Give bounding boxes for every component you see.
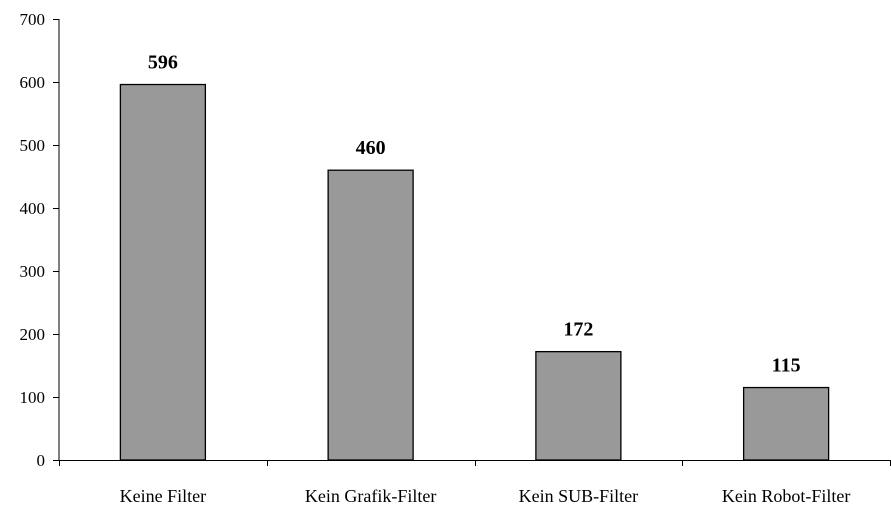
y-axis: 0 100 200 300 400 500 600 700 [20,10,60,470]
x-category-label: Kein Grafik-Filter [305,486,436,506]
y-tick-label: 0 [37,451,46,470]
y-tick-label: 300 [20,262,46,281]
y-tick-label: 200 [20,325,46,344]
y-tick-label: 500 [20,136,46,155]
bar [119,83,207,461]
y-tick-label: 400 [20,199,46,218]
data-labels: 596 460 172 115 [148,52,801,377]
data-label: 172 [563,319,593,341]
category-labels: Keine Filter Kein Grafik-Filter Kein SUB-F… [120,486,851,506]
bar [535,350,622,461]
x-axis [59,460,891,466]
x-category-label: Keine Filter [120,486,206,506]
bars [119,83,830,461]
x-category-label: Kein Robot-Filter [722,486,851,506]
x-category-label: Kein SUB-Filter [519,486,639,506]
y-tick-label: 700 [20,10,46,29]
y-tick-label: 100 [20,388,46,407]
y-tick-label: 600 [20,73,46,92]
data-label: 460 [356,137,386,159]
bar [327,169,414,461]
data-label: 596 [148,52,178,74]
data-label: 115 [772,355,801,377]
bar [742,386,830,461]
